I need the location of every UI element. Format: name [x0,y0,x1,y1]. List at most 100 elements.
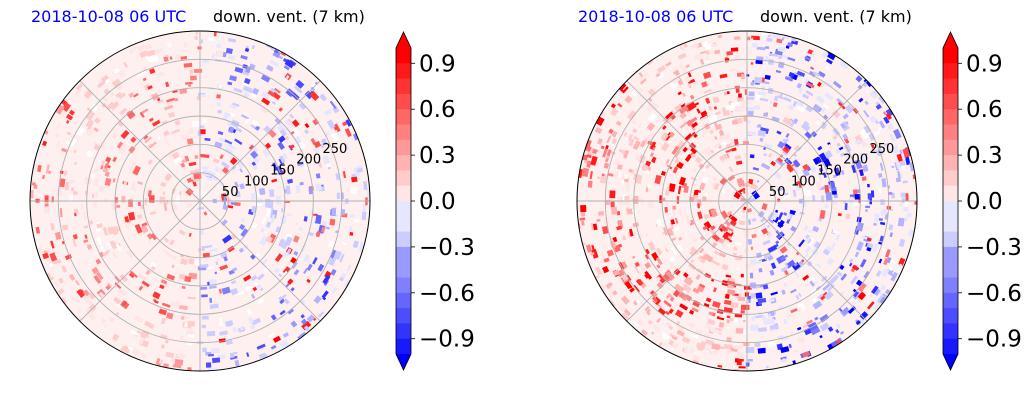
heatmap-cell [723,299,732,306]
heatmap-cell [37,164,42,173]
heatmap-cell [200,264,209,268]
heatmap-cell [792,189,797,197]
heatmap-cell [767,244,778,253]
heatmap-cell [335,173,340,181]
heatmap-cell [638,87,644,93]
heatmap-cell [251,87,260,96]
heatmap-cell [156,71,165,78]
heatmap-cell [621,312,630,321]
heatmap-cell [854,251,860,258]
heatmap-cell [804,246,812,254]
heatmap-cell [358,241,364,251]
polar-grid-spoke [626,80,748,202]
heatmap-cell [754,260,763,265]
heatmap-cell [861,176,867,181]
heatmap-cell [867,301,875,310]
heatmap-cell [875,270,882,277]
heatmap-cell [803,327,812,336]
heatmap-cell [229,157,238,165]
heatmap-cell [825,192,832,201]
heatmap-cell [74,87,83,97]
heatmap-cell [184,155,190,162]
heatmap-cell [188,84,192,87]
heatmap-cell [641,164,649,172]
heatmap-cell [783,212,788,216]
heatmap-cell [694,194,699,201]
heatmap-cell [116,224,123,229]
heatmap-cell [331,207,336,216]
heatmap-cell [638,263,646,272]
heatmap-cell [85,118,95,129]
heatmap-cell [750,324,760,332]
heatmap-cell [713,250,720,256]
heatmap-cell [45,246,53,256]
heatmap-cell [805,234,810,239]
heatmap-cell [683,345,689,353]
heatmap-cell [888,224,894,231]
heatmap-cell [750,82,755,86]
heatmap-cell [42,174,45,180]
heatmap-cell [785,133,790,138]
heatmap-cell [309,90,320,101]
heatmap-cell [73,209,79,214]
colorbar-segment [943,78,958,95]
heatmap-cell [611,290,618,296]
colorbar-segment [943,170,958,187]
heatmap-cell [108,316,116,324]
heatmap-cell [859,152,864,159]
heatmap-cell [616,211,621,216]
heatmap-cell [259,287,264,292]
heatmap-cell [726,50,733,56]
heatmap-cell [350,214,355,219]
heatmap-cell [616,225,622,231]
heatmap-cell [897,170,901,179]
heatmap-cell [818,173,823,182]
heatmap-cell [836,271,843,277]
heatmap-cell [819,209,826,220]
colorbar-tick-label: 0.9 [419,51,456,77]
heatmap-cell [287,178,294,184]
heatmap-cell [857,84,863,90]
heatmap-cell [219,154,224,160]
heatmap-cell [193,173,202,180]
heatmap-cell [244,118,250,124]
heatmap-cell [763,223,768,229]
heatmap-cell [656,264,661,269]
heatmap-cell [767,233,773,239]
heatmap-cell [147,190,152,197]
heatmap-cell [772,215,780,223]
heatmap-cell [581,220,585,226]
heatmap-cell [59,208,63,218]
heatmap-cell [72,238,77,248]
heatmap-cell [322,155,330,165]
heatmap-cell [696,285,705,293]
heatmap-cell [633,195,639,204]
heatmap-cell [66,131,72,136]
heatmap-cell [228,126,235,134]
heatmap-cell [284,119,292,127]
heatmap-cell [581,167,590,178]
heatmap-cell [669,221,675,230]
heatmap-cell [681,284,692,294]
heatmap-cell [708,311,714,316]
heatmap-cell [718,134,726,141]
heatmap-cell [788,71,795,78]
heatmap-cell [61,102,72,112]
heatmap-cell [805,90,814,97]
heatmap-cell [873,213,880,223]
heatmap-cell [147,85,153,90]
heatmap-cell [586,160,592,168]
heatmap-cell [112,178,116,183]
colorbar-segment [943,185,958,202]
chart-variable-title: down. vent. (7 km) [213,7,365,26]
heatmap-cell [682,303,687,308]
heatmap-cell [889,232,893,238]
heatmap-cell [646,311,651,316]
heatmap-cell [209,247,218,253]
heatmap-cell [718,317,725,321]
heatmap-cell [721,189,726,194]
heatmap-cell [99,185,105,192]
heatmap-cell [265,221,272,228]
heatmap-cell [781,37,785,41]
